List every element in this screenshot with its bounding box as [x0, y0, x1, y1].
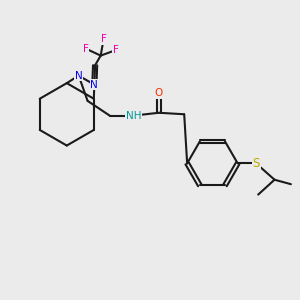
Text: F: F — [113, 45, 119, 55]
Text: O: O — [155, 88, 163, 98]
Text: NH: NH — [126, 111, 141, 121]
Text: N: N — [91, 80, 98, 90]
Text: N: N — [75, 70, 83, 81]
Text: S: S — [252, 157, 260, 170]
Text: F: F — [100, 34, 106, 44]
Text: F: F — [83, 44, 89, 54]
